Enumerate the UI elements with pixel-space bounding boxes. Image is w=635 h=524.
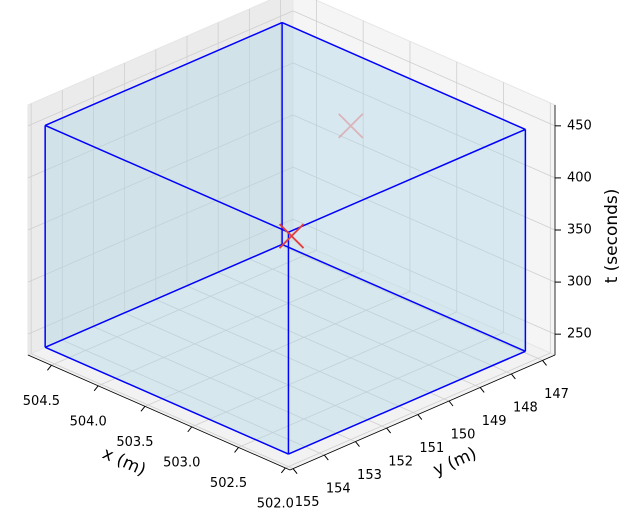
grid-line [27, 218, 294, 335]
marker [338, 113, 364, 139]
axis-line [27, 354, 291, 471]
y-tick [323, 454, 329, 461]
y-tick [448, 400, 454, 407]
box-face [288, 129, 526, 455]
z-tick-label: 450 [567, 118, 592, 133]
y-tick-label: 150 [451, 428, 476, 443]
box-edge [44, 21, 283, 127]
axis-line [289, 354, 556, 471]
box-face [45, 22, 526, 233]
grid-line [27, 166, 294, 283]
grid-line [144, 290, 411, 407]
box-face [282, 22, 526, 352]
marker [278, 223, 305, 249]
y-tick [542, 360, 547, 366]
x-tick-label: 502.0 [257, 496, 294, 511]
box-edge [281, 21, 526, 131]
y-tick [417, 414, 423, 420]
grid-line [285, 352, 551, 469]
grid-line [292, 10, 556, 127]
y-tick-label: 148 [513, 400, 538, 415]
box-edge [44, 243, 283, 348]
grid-line [292, 218, 556, 335]
grid-line [280, 245, 543, 361]
y-tick-label: 153 [357, 468, 382, 483]
box-edge [44, 124, 289, 233]
y-tick [355, 441, 360, 447]
y-tick-label: 151 [419, 441, 444, 456]
x-tick [280, 467, 286, 474]
grid-line [292, 166, 556, 283]
grid-line [124, 312, 387, 429]
box-edge [288, 128, 526, 233]
y-tick-label: 147 [544, 387, 569, 402]
y-tick [292, 468, 298, 474]
y-tick-label: 149 [482, 414, 507, 429]
y-tick [386, 427, 392, 434]
box-edge [288, 350, 526, 455]
box-face [45, 22, 283, 348]
grid-line [292, 62, 556, 179]
grid-line [30, 353, 294, 470]
y-tick [510, 373, 516, 380]
x-tick [234, 447, 239, 453]
z-axis-label: t (seconds) [602, 189, 622, 284]
z-tick-label: 300 [567, 275, 592, 290]
box-edge [281, 243, 526, 352]
y-tick-label: 154 [326, 482, 351, 497]
x-tick [93, 385, 99, 392]
x-tick-label: 503.5 [116, 435, 153, 450]
x-tick [140, 406, 146, 412]
box-face [45, 125, 289, 455]
y-tick [479, 387, 485, 393]
grid-line [62, 339, 325, 456]
x-tick-label: 504.0 [70, 414, 107, 429]
grid-line [292, 114, 556, 231]
grid-line [218, 272, 481, 388]
grid-line [155, 299, 418, 415]
box-face [45, 244, 526, 455]
grid-line [51, 249, 317, 366]
grid-line [249, 258, 512, 375]
z-tick-label: 250 [567, 327, 592, 342]
z-tick-label: 400 [567, 170, 592, 185]
x-tick [187, 426, 193, 433]
grid-line [238, 332, 504, 448]
grid-line [98, 270, 364, 387]
x-tick-label: 502.5 [210, 476, 247, 491]
grid-line [191, 311, 457, 428]
y-tick-label: 152 [388, 455, 413, 470]
x-tick-label: 504.5 [23, 394, 60, 409]
x-tick-label: 503.0 [163, 455, 200, 470]
y-tick-label: 155 [295, 495, 320, 510]
z-tick-label: 350 [567, 223, 592, 238]
grid-line [27, 10, 294, 127]
grid-line [186, 285, 450, 402]
grid-line [27, 62, 294, 179]
grid-line [27, 114, 294, 231]
x-tick [47, 364, 52, 371]
grid-line [93, 326, 356, 442]
box-edge [44, 346, 289, 455]
